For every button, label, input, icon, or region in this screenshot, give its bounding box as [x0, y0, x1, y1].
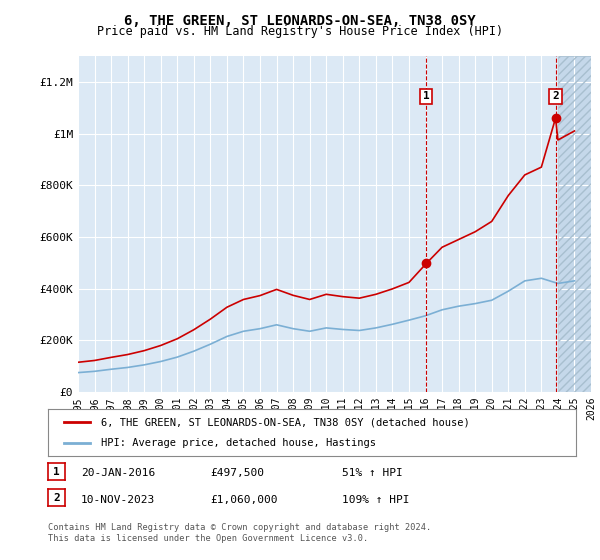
- Text: 1: 1: [53, 466, 60, 477]
- Text: 6, THE GREEN, ST LEONARDS-ON-SEA, TN38 0SY: 6, THE GREEN, ST LEONARDS-ON-SEA, TN38 0…: [124, 14, 476, 28]
- Text: 2: 2: [552, 91, 559, 101]
- Text: 2: 2: [53, 493, 60, 503]
- Text: £1,060,000: £1,060,000: [210, 494, 277, 505]
- Bar: [558, 56, 591, 392]
- Text: 109% ↑ HPI: 109% ↑ HPI: [342, 494, 409, 505]
- Text: Contains HM Land Registry data © Crown copyright and database right 2024.: Contains HM Land Registry data © Crown c…: [48, 523, 431, 532]
- Text: 6, THE GREEN, ST LEONARDS-ON-SEA, TN38 0SY (detached house): 6, THE GREEN, ST LEONARDS-ON-SEA, TN38 0…: [101, 417, 470, 427]
- Text: Price paid vs. HM Land Registry's House Price Index (HPI): Price paid vs. HM Land Registry's House …: [97, 25, 503, 38]
- Text: 1: 1: [423, 91, 430, 101]
- Text: HPI: Average price, detached house, Hastings: HPI: Average price, detached house, Hast…: [101, 438, 376, 448]
- Text: 20-JAN-2016: 20-JAN-2016: [81, 468, 155, 478]
- Text: 51% ↑ HPI: 51% ↑ HPI: [342, 468, 403, 478]
- Text: 10-NOV-2023: 10-NOV-2023: [81, 494, 155, 505]
- Text: £497,500: £497,500: [210, 468, 264, 478]
- Bar: [558, 56, 591, 392]
- Text: This data is licensed under the Open Government Licence v3.0.: This data is licensed under the Open Gov…: [48, 534, 368, 543]
